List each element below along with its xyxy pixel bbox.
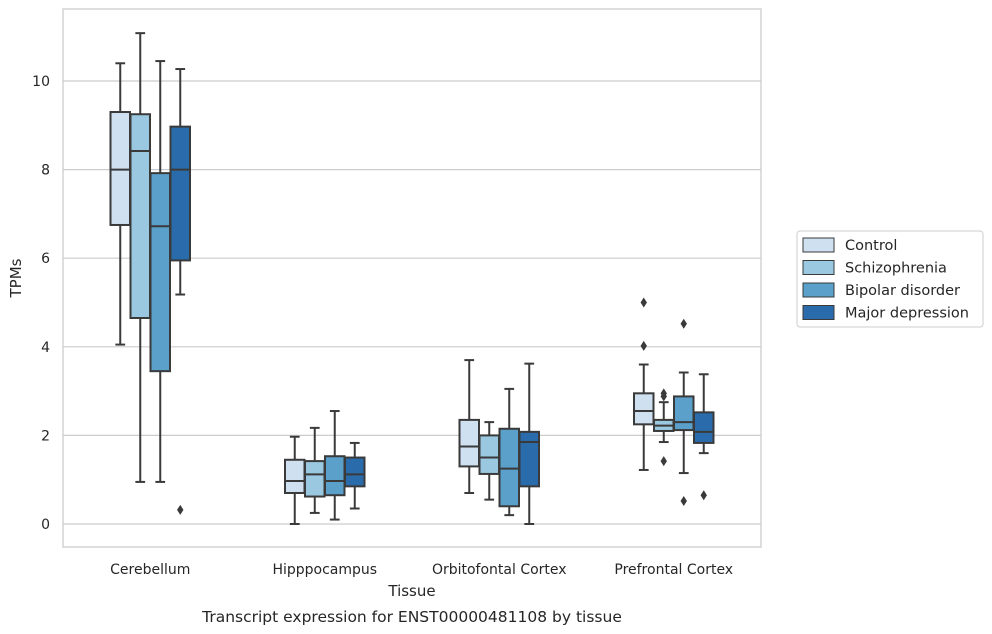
- box-group: [324, 410, 346, 521]
- box: [693, 411, 715, 444]
- outlier-point: [700, 490, 707, 501]
- box-group: [129, 32, 151, 483]
- y-tick-label: 0: [41, 517, 50, 533]
- legend-frame: [796, 230, 984, 328]
- y-tick-label: 10: [32, 74, 50, 90]
- box-group: [344, 441, 366, 510]
- outlier-point: [640, 340, 647, 351]
- box: [498, 427, 520, 508]
- legend-swatch: [802, 237, 835, 253]
- legend-label: Control: [845, 238, 897, 254]
- y-axis-ticks: 0 2 4 6 8 10: [32, 74, 50, 533]
- legend-swatch: [802, 260, 835, 275]
- box: [673, 395, 695, 432]
- box: [344, 456, 366, 488]
- chart-title: Transcript expression for ENST0000048110…: [201, 608, 622, 626]
- outlier-point: [680, 495, 687, 506]
- box: [458, 418, 480, 468]
- box-group: [284, 435, 306, 525]
- outlier-point: [660, 456, 667, 467]
- legend-label: Schizophrenia: [845, 261, 947, 277]
- legend-swatch: [802, 282, 835, 298]
- outlier-point: [640, 297, 647, 308]
- box: [518, 430, 540, 488]
- box-group: [304, 426, 326, 514]
- box: [284, 458, 306, 494]
- box: [478, 434, 500, 475]
- y-axis-label: TPMs: [7, 258, 25, 298]
- x-tick-label: Hipppocampus: [272, 562, 377, 578]
- legend-label: Major depression: [845, 306, 969, 322]
- box-group: [169, 68, 191, 515]
- box: [633, 392, 655, 426]
- outlier-point: [177, 504, 184, 515]
- outlier-point: [680, 318, 687, 329]
- legend-label: Bipolar disorder: [845, 283, 960, 299]
- x-tick-label: Cerebellum: [110, 562, 190, 578]
- box-group: [498, 387, 520, 517]
- box: [149, 172, 171, 373]
- x-tick-label: Orbitofontal Cortex: [432, 562, 567, 578]
- box: [129, 113, 151, 320]
- y-tick-label: 4: [41, 340, 50, 356]
- box-group: [633, 297, 655, 471]
- box-group: [673, 318, 695, 506]
- box: [109, 111, 131, 226]
- outlier-point: [660, 388, 667, 399]
- legend-swatch: [802, 305, 835, 320]
- x-axis-ticks: Cerebellum Hipppocampus Orbitofontal Corte…: [110, 562, 733, 578]
- legend: Control Schizophrenia Bipolar disorder Majo…: [796, 230, 984, 328]
- box: [324, 455, 346, 497]
- box-group: [149, 60, 171, 483]
- x-axis-label: Tissue: [387, 582, 435, 600]
- box-group: [653, 388, 675, 467]
- box-group: [693, 373, 715, 501]
- box-group: [478, 421, 500, 501]
- box: [169, 125, 191, 262]
- plot-frame: [62, 8, 762, 548]
- y-tick-label: 6: [41, 251, 50, 267]
- x-tick-label: Prefrontal Cortex: [614, 562, 733, 578]
- y-tick-label: 8: [41, 163, 50, 179]
- box-group: [458, 359, 480, 494]
- box-plot-boxes: [109, 32, 715, 525]
- box-group: [109, 62, 131, 346]
- box: [304, 460, 326, 498]
- box-group: [518, 362, 540, 525]
- y-tick-label: 2: [41, 428, 50, 444]
